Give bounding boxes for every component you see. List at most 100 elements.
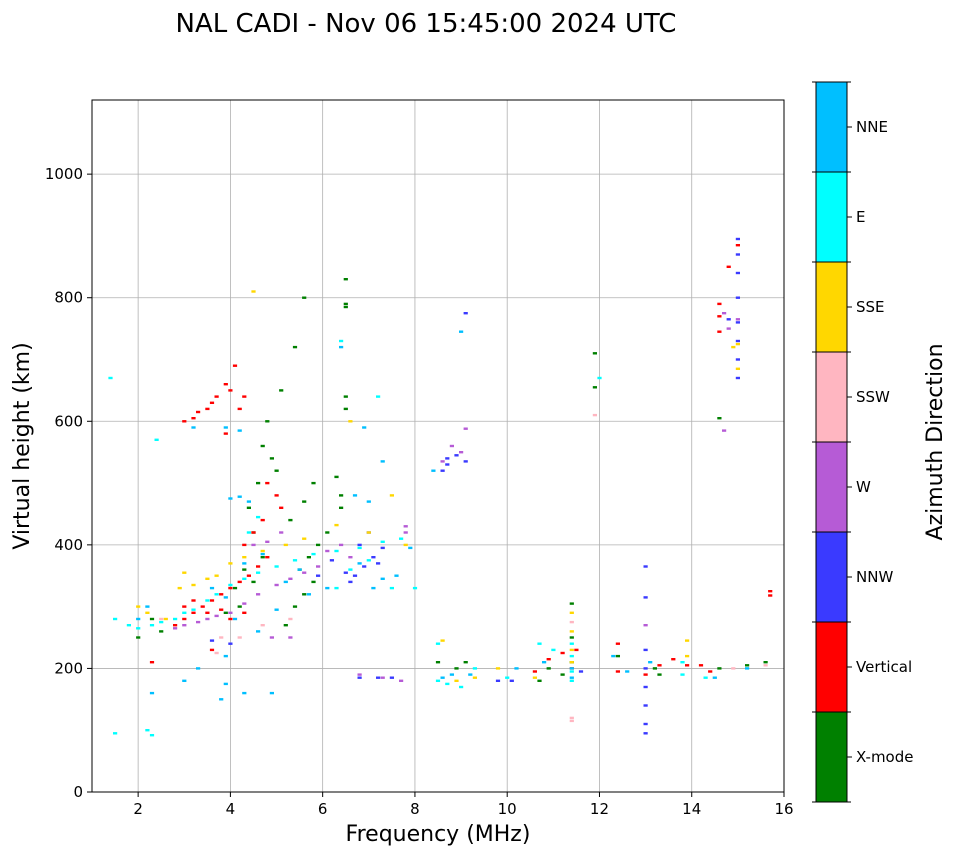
colorbar-segment — [816, 172, 847, 263]
data-point — [182, 420, 187, 423]
data-point — [302, 571, 307, 574]
data-point — [380, 540, 385, 543]
data-point — [173, 617, 178, 621]
data-point — [274, 494, 279, 497]
data-point — [246, 506, 251, 509]
data-point — [376, 562, 381, 565]
data-point — [348, 420, 353, 423]
data-point — [223, 611, 228, 614]
data-point — [232, 617, 238, 621]
data-point — [362, 426, 367, 429]
data-point — [685, 654, 690, 658]
data-point — [246, 500, 251, 503]
data-point — [611, 654, 616, 658]
data-point — [279, 389, 284, 392]
data-point — [279, 506, 284, 509]
y-tick-label: 600 — [54, 412, 83, 430]
colorbar-segment — [816, 712, 847, 803]
data-point — [149, 661, 155, 664]
data-point — [459, 451, 464, 454]
data-point — [735, 376, 740, 380]
data-point — [159, 630, 164, 633]
data-point — [311, 481, 316, 485]
data-point — [191, 599, 196, 602]
data-point — [362, 565, 367, 568]
data-point — [643, 667, 648, 670]
x-tick-label: 6 — [318, 800, 328, 818]
data-point — [196, 410, 201, 414]
data-point — [214, 574, 219, 577]
data-point — [763, 661, 768, 664]
data-point — [348, 568, 353, 571]
data-point — [223, 596, 228, 599]
data-point — [509, 679, 514, 682]
data-point — [274, 565, 279, 568]
data-point — [569, 602, 574, 605]
data-point — [302, 296, 307, 299]
data-point — [288, 577, 293, 580]
data-point — [389, 586, 394, 590]
data-point — [735, 318, 740, 321]
data-point — [569, 670, 574, 673]
data-point — [260, 549, 265, 553]
data-point — [569, 630, 574, 633]
colorbar: X-mode Vertical NNW W SSW SSE E NNE — [812, 81, 913, 803]
data-point — [643, 704, 648, 707]
data-point — [472, 667, 477, 670]
data-point — [329, 559, 334, 562]
data-point — [182, 571, 187, 574]
colorbar-segment — [816, 82, 847, 173]
data-point — [625, 670, 630, 673]
data-point — [325, 531, 330, 534]
data-point — [722, 429, 727, 432]
colorbar-tick-label: X-mode — [856, 748, 913, 766]
data-point — [380, 577, 385, 580]
data-point — [159, 617, 164, 621]
data-point — [768, 590, 773, 593]
data-point — [265, 556, 270, 559]
data-point — [731, 667, 736, 670]
data-point — [339, 345, 344, 349]
data-point — [505, 676, 510, 679]
data-point — [223, 383, 228, 386]
data-point — [352, 494, 358, 497]
data-point — [205, 407, 210, 411]
data-point — [182, 611, 187, 614]
colorbar-label: Azimuth Direction — [923, 343, 948, 540]
data-point — [343, 407, 348, 411]
data-point — [196, 620, 201, 624]
data-point — [163, 617, 168, 621]
data-point — [717, 667, 722, 670]
x-tick-label: 16 — [774, 800, 793, 818]
data-point — [214, 651, 219, 655]
data-point — [196, 667, 201, 670]
data-point — [237, 636, 242, 639]
data-point — [735, 244, 740, 247]
data-point — [205, 617, 210, 621]
data-point — [615, 670, 620, 673]
data-point — [495, 667, 501, 670]
y-axis-label: Virtual height (km) — [10, 342, 35, 549]
data-point — [537, 642, 542, 645]
data-point — [223, 426, 228, 429]
data-point — [214, 614, 219, 618]
data-point — [352, 574, 358, 577]
y-tick-label: 1000 — [45, 165, 83, 183]
data-point — [288, 518, 293, 522]
data-point — [380, 676, 385, 679]
colorbar-segment — [816, 262, 847, 353]
data-point — [126, 624, 131, 627]
data-point — [316, 543, 321, 547]
data-point — [242, 543, 247, 547]
data-point — [283, 580, 288, 584]
data-point — [685, 664, 690, 667]
data-point — [745, 667, 750, 670]
colorbar-tick-label: NNW — [856, 568, 893, 586]
data-point — [108, 376, 113, 380]
data-point — [228, 497, 233, 500]
data-point — [113, 732, 118, 735]
chart-title: NAL CADI - Nov 06 15:45:00 2024 UTC — [176, 9, 677, 39]
grid-lines — [92, 100, 785, 793]
data-point — [722, 312, 727, 315]
data-point — [403, 531, 408, 534]
